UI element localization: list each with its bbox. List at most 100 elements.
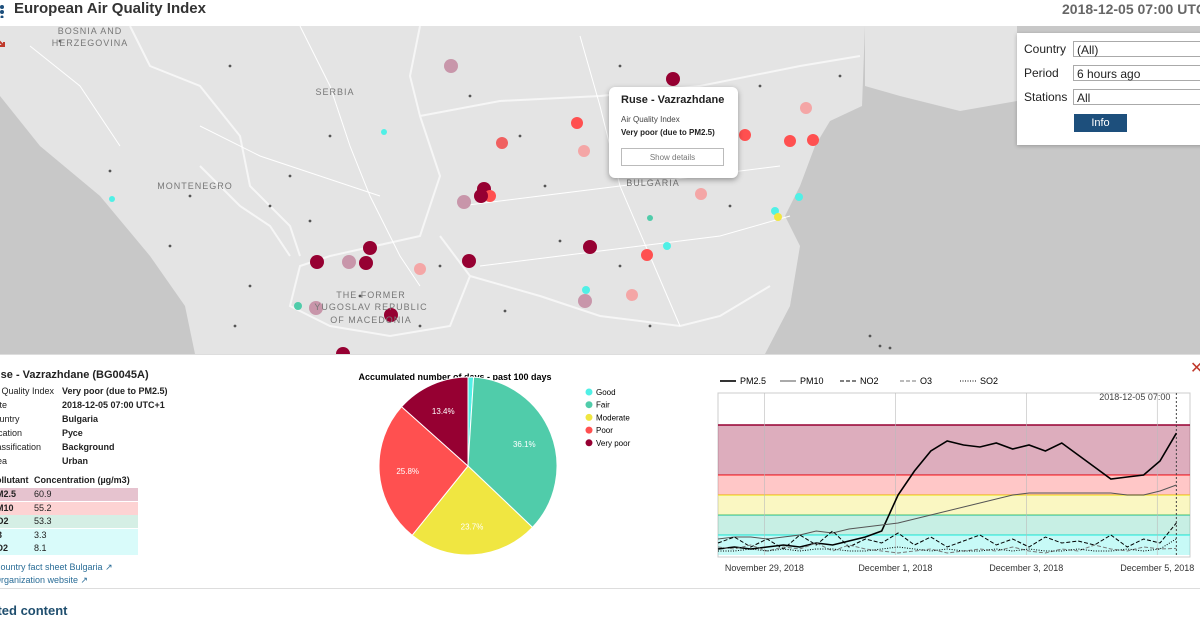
popup-station: Ruse - Vazrazhdane xyxy=(621,94,725,106)
station-marker[interactable] xyxy=(384,308,398,322)
country-label: SERBIA xyxy=(315,87,354,97)
field-row: Classification Background xyxy=(0,442,115,452)
pie-slice xyxy=(378,406,469,536)
chart-title: Accumulated number of days - past 100 da… xyxy=(358,372,551,382)
pollutant-row: PM10 55.2 xyxy=(0,501,138,515)
station-marker[interactable] xyxy=(641,249,653,261)
popup-label: Air Quality Index xyxy=(621,115,680,124)
station-marker[interactable] xyxy=(583,240,597,254)
aqi-band xyxy=(718,425,1190,475)
header-cell: Pollutant xyxy=(0,475,29,485)
station-marker[interactable] xyxy=(807,134,819,146)
filter-label: Country xyxy=(1024,42,1067,56)
station-marker[interactable] xyxy=(381,129,387,135)
header-cell: Concentration (µg/m3) xyxy=(34,475,130,485)
station-marker[interactable] xyxy=(795,193,803,201)
logo-icon xyxy=(0,5,4,18)
pollutant-name: PM10 xyxy=(0,502,14,513)
aqi-band xyxy=(718,475,1190,495)
filter-panel: Country (All) Period 6 hours ago Station… xyxy=(1017,33,1200,145)
country-label: BULGARIA xyxy=(626,178,680,188)
link[interactable]: Organization website ↗ xyxy=(0,575,88,586)
link[interactable]: Country fact sheet Bulgaria ↗ xyxy=(0,562,113,573)
pollutant-name: PM2.5 xyxy=(0,489,17,499)
legend-label: NO2 xyxy=(860,376,879,386)
station-popup: Ruse - Vazrazhdane Air Quality Index Ver… xyxy=(609,87,738,178)
pollutant-value: 55.2 xyxy=(34,502,52,513)
pollutant-name: SO2 xyxy=(0,543,9,553)
station-marker[interactable] xyxy=(774,213,782,221)
legend-swatch xyxy=(585,388,593,396)
table-header: Pollutant Concentration (µg/m3) xyxy=(0,474,138,487)
station-marker[interactable] xyxy=(359,256,373,270)
field-value: Urban xyxy=(62,456,89,466)
filter-label: Stations xyxy=(1024,90,1068,104)
station-marker[interactable] xyxy=(578,294,592,308)
field-label: Country xyxy=(0,414,20,424)
x-tick-label: December 5, 2018 xyxy=(1120,563,1194,573)
station-title: Ruse - Vazrazhdane (BG0045A) xyxy=(0,369,149,381)
slice-label: 23.7% xyxy=(461,522,484,531)
pie-slice xyxy=(467,376,558,529)
station-marker[interactable] xyxy=(578,145,590,157)
station-marker[interactable] xyxy=(462,254,476,268)
station-marker[interactable] xyxy=(695,188,707,200)
station-marker[interactable] xyxy=(666,72,680,86)
popup-status: Very poor (due to PM2.5) xyxy=(621,128,715,137)
station-marker[interactable] xyxy=(474,189,488,203)
series-line xyxy=(717,542,1177,554)
related-heading: Related content xyxy=(0,603,68,618)
station-marker[interactable] xyxy=(414,263,426,275)
station-marker[interactable] xyxy=(109,196,115,202)
country-label: BOSNIA AND xyxy=(58,26,123,36)
zoom-icon[interactable] xyxy=(0,38,5,47)
field-value: Русе xyxy=(62,428,83,438)
field-row: Country Bulgaria xyxy=(0,414,98,424)
pollutant-value: 53.3 xyxy=(34,516,52,526)
station-marker[interactable] xyxy=(626,289,638,301)
filter-select[interactable]: All xyxy=(1073,89,1200,105)
x-tick-label: December 1, 2018 xyxy=(858,563,932,573)
station-marker[interactable] xyxy=(336,347,350,354)
header: European Air Quality Index 2018-12-05 07… xyxy=(0,0,1200,26)
annotation-label: 2018-12-05 07:00 xyxy=(1099,392,1170,402)
x-tick-label: December 3, 2018 xyxy=(989,563,1063,573)
app-title: European Air Quality Index xyxy=(14,0,206,17)
station-marker[interactable] xyxy=(309,301,323,315)
station-marker[interactable] xyxy=(771,207,779,215)
country-label: THE FORMER xyxy=(336,290,406,300)
station-marker[interactable] xyxy=(444,59,458,73)
station-marker[interactable] xyxy=(582,286,590,294)
pollutant-value: 60.9 xyxy=(34,489,52,499)
station-markers[interactable] xyxy=(109,59,819,354)
field-row: Location Русе xyxy=(0,428,83,438)
station-marker[interactable] xyxy=(496,137,508,149)
station-marker[interactable] xyxy=(294,302,302,310)
roads xyxy=(29,26,791,327)
field-label: Location xyxy=(0,428,23,438)
legend-label: Good xyxy=(596,388,616,397)
filter-select[interactable]: 6 hours ago xyxy=(1073,65,1200,81)
series-line xyxy=(717,522,1177,550)
station-marker[interactable] xyxy=(784,135,796,147)
filter-select[interactable]: (All) xyxy=(1073,41,1200,57)
station-marker[interactable] xyxy=(342,255,356,269)
pollutant-name: O3 xyxy=(0,529,2,542)
station-marker[interactable] xyxy=(571,117,583,129)
field-value: Bulgaria xyxy=(62,414,99,424)
info-button[interactable]: Info xyxy=(1074,114,1127,132)
station-marker[interactable] xyxy=(457,195,471,209)
station-marker[interactable] xyxy=(739,129,751,141)
station-marker[interactable] xyxy=(647,215,653,221)
station-marker[interactable] xyxy=(800,102,812,114)
field-value: 2018-12-05 07:00 UTC+1 xyxy=(62,400,165,410)
filter-label: Period xyxy=(1024,66,1059,80)
show-details-button[interactable]: Show details xyxy=(621,148,724,166)
station-marker[interactable] xyxy=(310,255,324,269)
legend-swatch xyxy=(585,439,593,447)
station-marker[interactable] xyxy=(663,242,671,250)
station-marker[interactable] xyxy=(363,241,377,255)
close-button[interactable]: ✕ xyxy=(1190,360,1200,377)
country-label: YUGOSLAV REPUBLIC xyxy=(314,302,427,312)
